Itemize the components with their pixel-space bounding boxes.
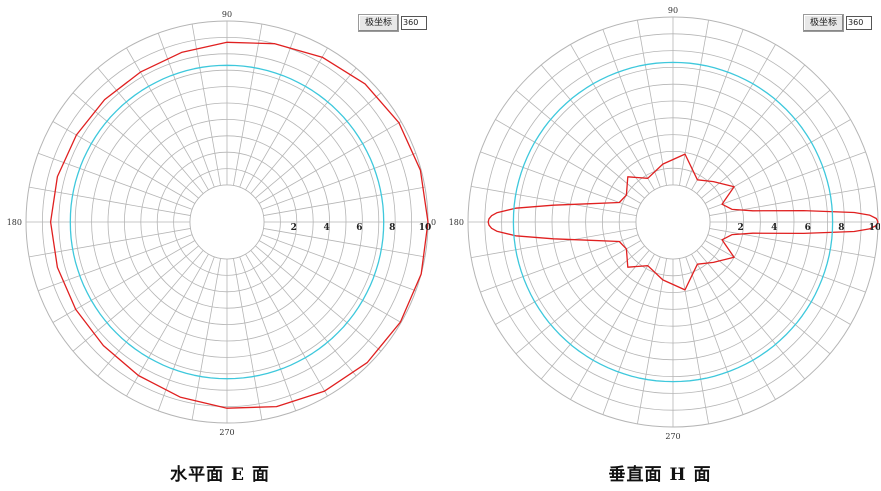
grid-spoke: [245, 47, 328, 191]
angle-label: 270: [219, 428, 234, 437]
grid-spoke: [709, 228, 875, 258]
grid-spoke: [250, 67, 357, 194]
grid-spoke: [495, 119, 642, 204]
grid-spoke: [540, 64, 650, 194]
grid-spoke: [495, 240, 642, 325]
grid-spoke: [37, 152, 193, 210]
grid-spoke: [685, 256, 744, 415]
grid-spoke: [28, 186, 191, 216]
angle-range-input[interactable]: [401, 16, 428, 30]
radial-tick-label: 4: [323, 223, 329, 233]
grid-spoke: [261, 152, 417, 210]
grid-spoke: [255, 92, 382, 199]
series-line-1: [512, 61, 834, 383]
angle-label: 270: [665, 432, 680, 441]
grid-spoke: [261, 234, 417, 292]
polar-control-h-plane: 极坐标: [803, 14, 873, 32]
grid-spoke: [258, 240, 402, 323]
grid-spoke: [97, 250, 204, 377]
grid-spoke: [707, 151, 866, 210]
polar-control-e-plane: 极坐标: [358, 14, 428, 32]
grid-spoke: [255, 245, 382, 352]
grid-spoke: [263, 228, 426, 258]
grid-spoke: [72, 92, 199, 199]
radial-tick-label: 10: [419, 223, 432, 233]
center-hole: [189, 184, 265, 260]
radial-tick-label: 8: [838, 223, 844, 233]
chart-title-h-plane: 垂直面 H 面: [608, 465, 712, 485]
series-line-1: [69, 64, 385, 380]
radial-tick-label: 6: [356, 223, 362, 233]
grid-spoke: [685, 29, 744, 188]
angle-label: 180: [449, 218, 464, 227]
series-line-0: [49, 41, 429, 409]
polar-coordinate-button[interactable]: 极坐标: [358, 14, 400, 32]
grid-spoke: [28, 228, 191, 258]
grid-spoke: [637, 258, 667, 424]
grid-spoke: [480, 151, 639, 210]
grid-spoke: [239, 32, 297, 188]
angle-label: 180: [7, 218, 22, 227]
angle-label: 0: [431, 218, 436, 227]
grid-spoke: [157, 256, 215, 412]
grid-spoke: [97, 67, 204, 194]
grid-spoke: [696, 64, 806, 194]
grid-spoke: [191, 258, 221, 421]
radial-tick-label: 4: [771, 223, 777, 233]
grid-spoke: [191, 23, 221, 186]
polar-plot-e-plane: 2 4 6 8 10 90 180 270 0: [7, 10, 436, 437]
grid-spoke: [679, 20, 709, 186]
grid-spoke: [570, 253, 655, 400]
grid-spoke: [37, 234, 193, 292]
grid-spoke: [263, 186, 426, 216]
radial-tick-label: 2: [737, 223, 743, 233]
grid-spoke: [239, 256, 297, 412]
grid-spoke: [258, 121, 402, 204]
grid-spoke: [515, 89, 645, 199]
grid-spoke: [233, 258, 263, 421]
grid-spoke: [250, 250, 357, 377]
angle-label: 90: [222, 10, 232, 19]
radial-tick-label: 2: [291, 223, 297, 233]
grid-spoke: [637, 20, 667, 186]
grid-spoke: [471, 228, 637, 258]
grid-spoke: [72, 245, 199, 352]
grid-spoke: [709, 186, 875, 216]
grid-spoke: [52, 240, 196, 323]
grid-spoke: [704, 240, 851, 325]
grid-spoke: [233, 23, 263, 186]
grid-spoke: [471, 186, 637, 216]
grid-spoke: [126, 253, 209, 397]
grid-spoke: [602, 256, 661, 415]
grid-spoke: [701, 89, 831, 199]
grid-spoke: [480, 234, 639, 293]
chart-title-e-plane: 水平面 E 面: [170, 465, 270, 485]
polar-chart-e-plane: 2 4 6 8 10 90 180 270 0 极坐标 水平面 E 面: [0, 0, 440, 491]
grid-spoke: [701, 245, 831, 355]
polar-coordinate-button[interactable]: 极坐标: [803, 14, 845, 32]
grid-spoke: [540, 250, 650, 380]
radial-tick-label: 10: [869, 223, 880, 233]
grid-spoke: [696, 250, 806, 380]
angle-label: 90: [668, 6, 678, 15]
grid-spoke: [515, 245, 645, 355]
grid-spoke: [570, 44, 655, 191]
radial-tick-label: 6: [805, 223, 811, 233]
grid-spoke: [691, 253, 776, 400]
grid-spoke: [691, 44, 776, 191]
center-hole: [635, 184, 711, 260]
grid-spoke: [245, 253, 328, 397]
radial-tick-label: 8: [389, 223, 395, 233]
grid-spoke: [704, 119, 851, 204]
polar-grid: [467, 16, 879, 428]
grid-spoke: [679, 258, 709, 424]
angle-range-input[interactable]: [846, 16, 873, 30]
grid-spoke: [602, 29, 661, 188]
series-line-0: [487, 153, 879, 291]
grid-spoke: [707, 234, 866, 293]
grid-spoke: [157, 32, 215, 188]
